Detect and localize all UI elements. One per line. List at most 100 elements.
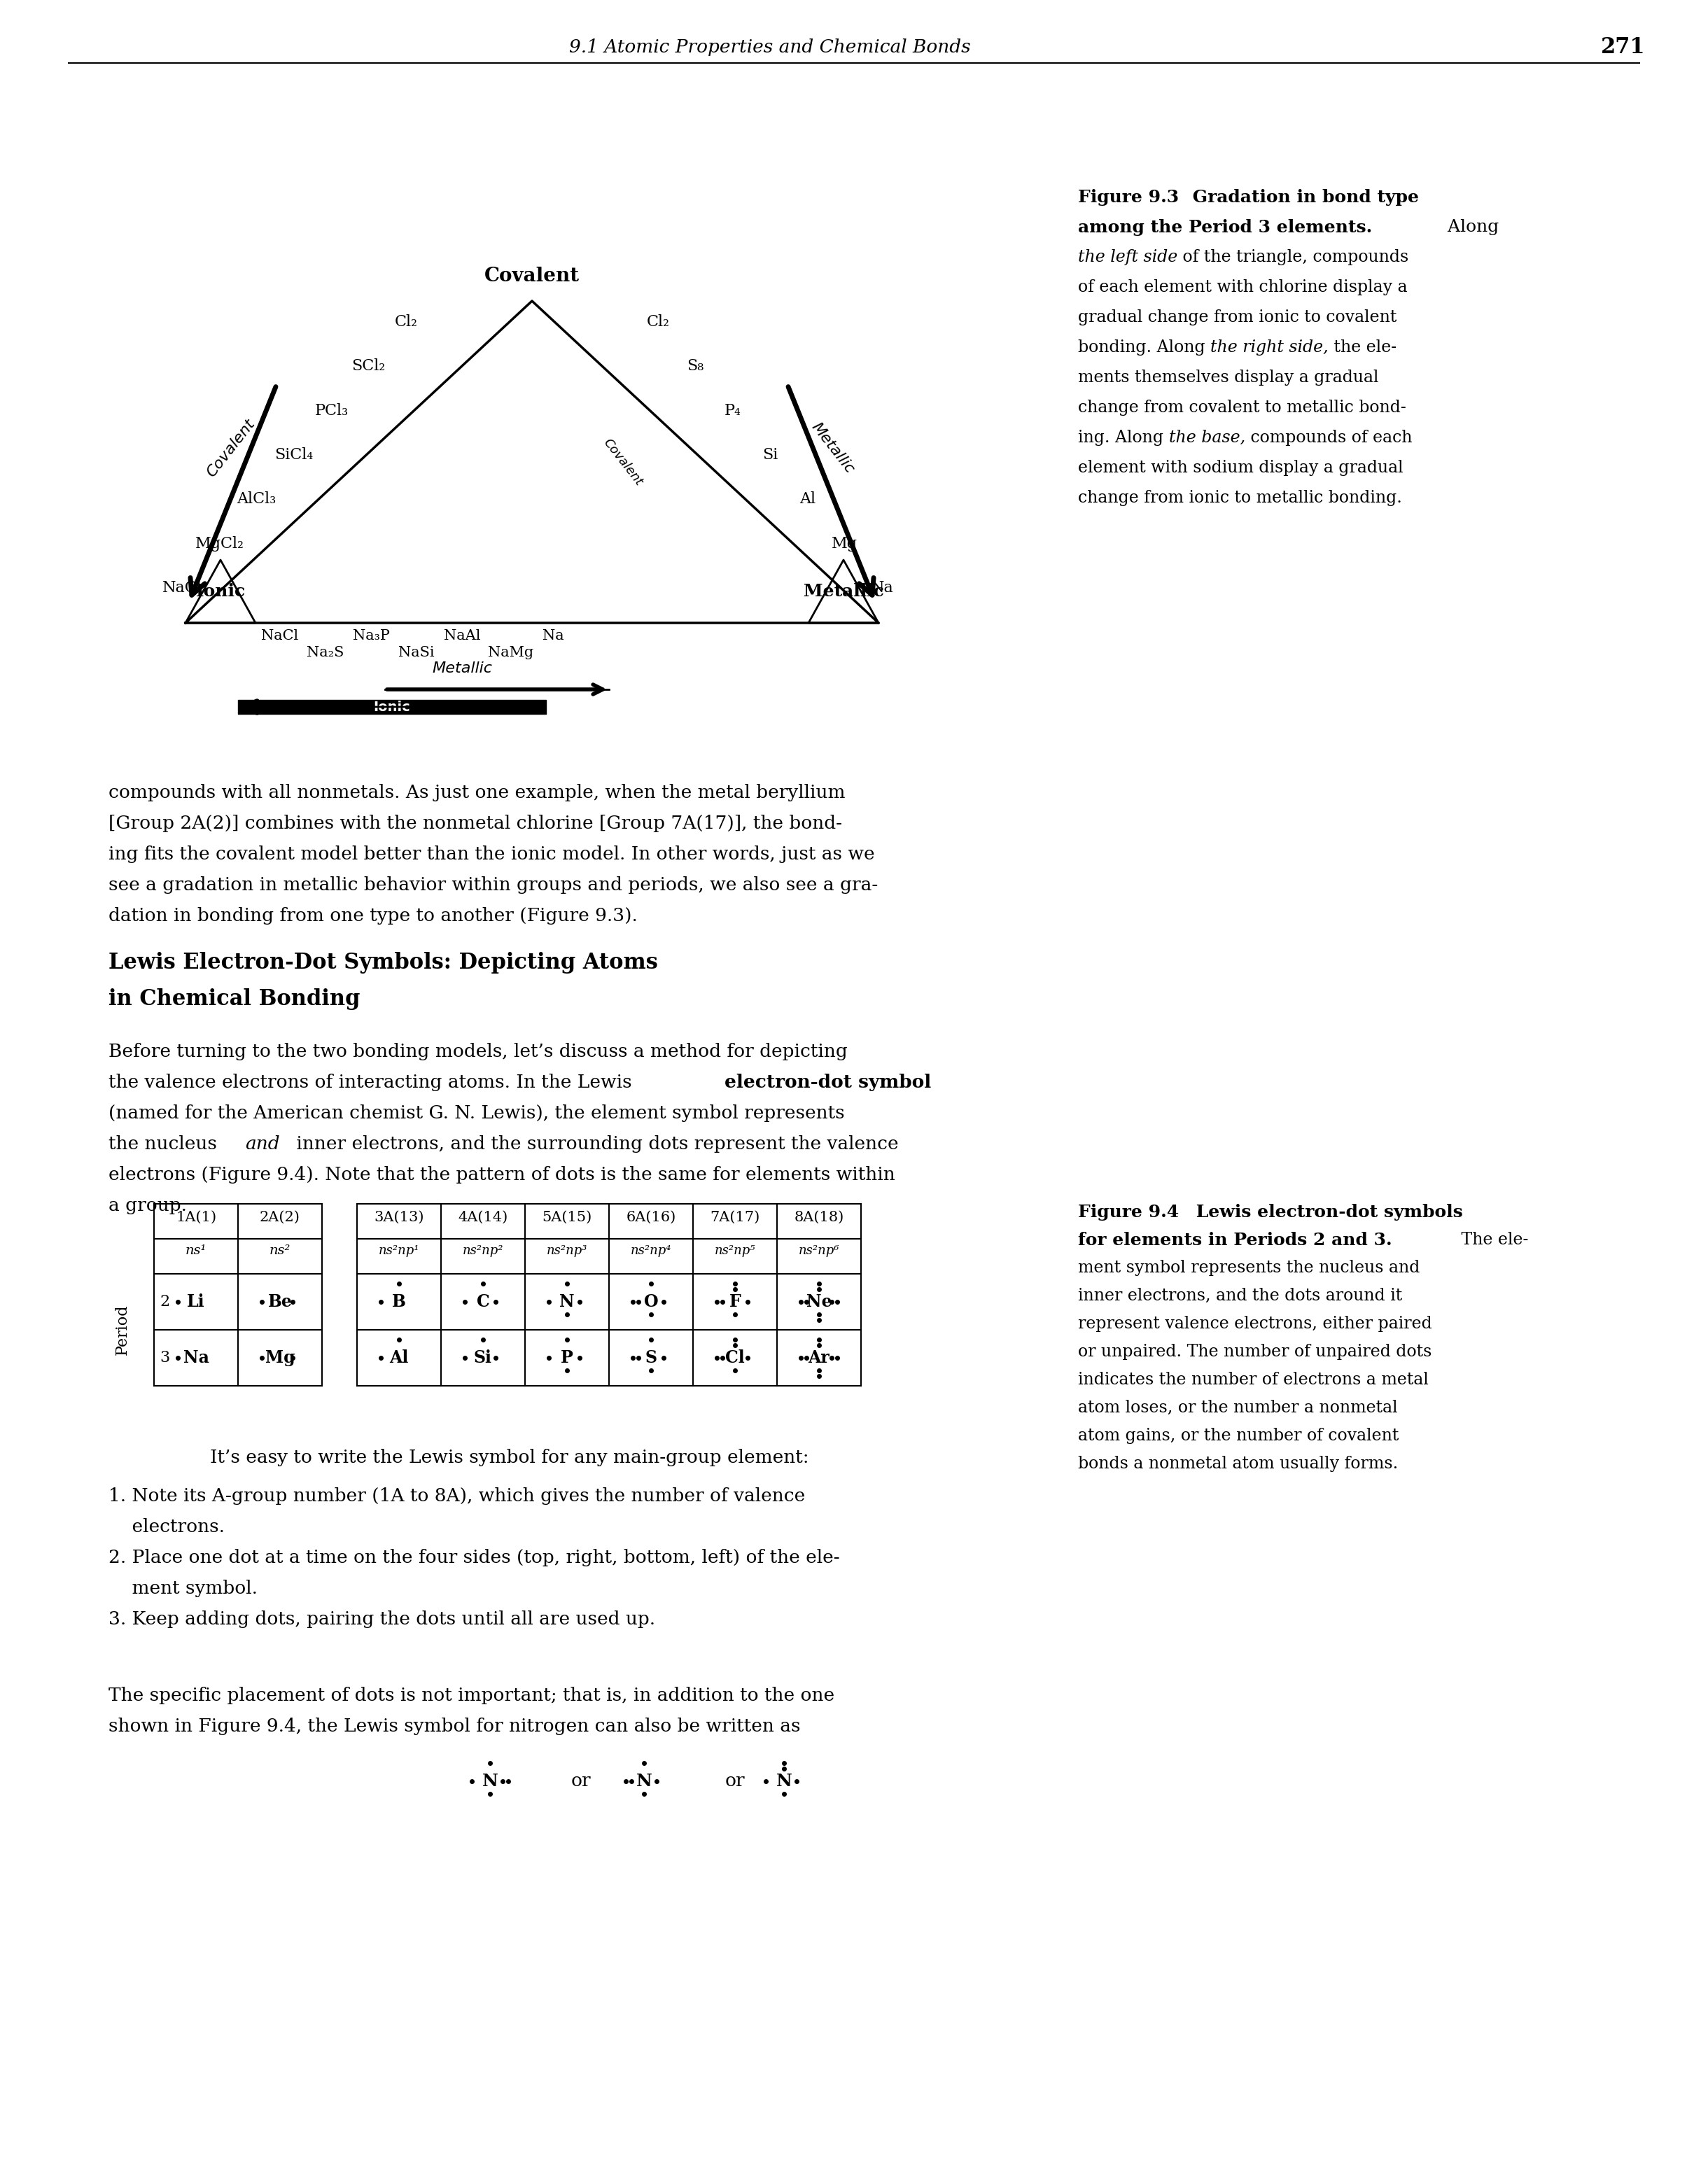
Text: a group.: a group.: [109, 1197, 186, 1214]
Text: P₄: P₄: [724, 403, 741, 418]
Text: the right side,: the right side,: [1211, 339, 1329, 355]
Text: 2: 2: [159, 1295, 169, 1310]
Text: 1. Note its A-group number (1A to 8A), which gives the number of valence: 1. Note its A-group number (1A to 8A), w…: [109, 1486, 804, 1506]
Text: 271: 271: [1600, 37, 1645, 59]
Text: Be: Be: [268, 1293, 292, 1310]
Text: 9.1 Atomic Properties and Chemical Bonds: 9.1 Atomic Properties and Chemical Bonds: [569, 39, 970, 57]
Text: Cl₂: Cl₂: [395, 313, 417, 329]
Text: indicates the number of electrons a metal: indicates the number of electrons a meta…: [1078, 1371, 1428, 1388]
Text: Covalent: Covalent: [205, 416, 258, 479]
Text: The ele-: The ele-: [1455, 1232, 1529, 1247]
Text: ment symbol represents the nucleus and: ment symbol represents the nucleus and: [1078, 1260, 1419, 1275]
Text: The specific placement of dots is not important; that is, in addition to the one: The specific placement of dots is not im…: [109, 1686, 835, 1704]
Text: electrons.: electrons.: [109, 1519, 225, 1536]
Text: PCl₃: PCl₃: [314, 403, 348, 418]
Text: 1A(1): 1A(1): [176, 1210, 217, 1225]
Text: N: N: [482, 1773, 499, 1789]
Text: 3. Keep adding dots, pairing the dots until all are used up.: 3. Keep adding dots, pairing the dots un…: [109, 1610, 656, 1628]
Text: change from covalent to metallic bond-: change from covalent to metallic bond-: [1078, 400, 1406, 416]
Text: 6A(16): 6A(16): [627, 1210, 676, 1225]
Text: C: C: [477, 1293, 490, 1310]
Text: Si: Si: [762, 448, 777, 463]
Text: MgCl₂: MgCl₂: [195, 535, 244, 551]
Text: or unpaired. The number of unpaired dots: or unpaired. The number of unpaired dots: [1078, 1345, 1431, 1360]
Text: gradual change from ionic to covalent: gradual change from ionic to covalent: [1078, 309, 1397, 326]
Text: SiCl₄: SiCl₄: [275, 448, 313, 463]
Text: N: N: [635, 1773, 652, 1789]
Text: Covalent: Covalent: [601, 435, 646, 487]
Text: Figure 9.4: Figure 9.4: [1078, 1203, 1179, 1221]
Text: dation in bonding from one type to another (Figure 9.3).: dation in bonding from one type to anoth…: [109, 907, 637, 925]
Text: NaMg: NaMg: [488, 646, 535, 659]
Text: NaCl: NaCl: [162, 581, 202, 596]
Text: 5A(15): 5A(15): [541, 1210, 593, 1225]
Text: atom loses, or the number a nonmetal: atom loses, or the number a nonmetal: [1078, 1399, 1397, 1417]
Text: Metallic: Metallic: [803, 583, 883, 601]
Text: Na: Na: [871, 581, 893, 596]
Text: the ele-: the ele-: [1329, 339, 1397, 355]
Text: compounds of each: compounds of each: [1245, 429, 1413, 446]
Text: F: F: [729, 1293, 741, 1310]
Text: among the Period 3 elements.: among the Period 3 elements.: [1078, 220, 1372, 235]
Text: Gradation in bond type: Gradation in bond type: [1187, 189, 1419, 207]
Text: Al: Al: [799, 492, 815, 507]
Text: see a gradation in metallic behavior within groups and periods, we also see a gr: see a gradation in metallic behavior wit…: [109, 877, 878, 894]
Text: P: P: [560, 1349, 574, 1367]
Text: Lewis Electron-Dot Symbols: Depicting Atoms: Lewis Electron-Dot Symbols: Depicting At…: [109, 951, 658, 973]
Text: Mg: Mg: [832, 535, 857, 551]
Text: bonds a nonmetal atom usually forms.: bonds a nonmetal atom usually forms.: [1078, 1456, 1399, 1471]
Text: N: N: [560, 1293, 574, 1310]
Text: or: or: [570, 1773, 591, 1791]
Text: ment symbol.: ment symbol.: [109, 1580, 258, 1597]
Text: ns²np⁴: ns²np⁴: [630, 1245, 671, 1258]
Text: Ne: Ne: [806, 1293, 832, 1310]
Text: Na: Na: [183, 1349, 208, 1367]
Text: 3A(13): 3A(13): [374, 1210, 424, 1225]
Text: ns²np²: ns²np²: [463, 1245, 504, 1258]
Text: 2A(2): 2A(2): [260, 1210, 301, 1225]
Text: and: and: [244, 1136, 280, 1153]
Text: S₈: S₈: [687, 359, 704, 374]
Text: ns²np⁶: ns²np⁶: [799, 1245, 839, 1258]
Text: element with sodium display a gradual: element with sodium display a gradual: [1078, 459, 1404, 477]
Text: N: N: [775, 1773, 793, 1789]
Text: ns²np⁵: ns²np⁵: [714, 1245, 755, 1258]
Text: Mg: Mg: [265, 1349, 295, 1367]
Text: ing. Along: ing. Along: [1078, 429, 1168, 446]
Text: the nucleus: the nucleus: [109, 1136, 222, 1153]
Text: for elements in Periods 2 and 3.: for elements in Periods 2 and 3.: [1078, 1232, 1392, 1249]
Text: ments themselves display a gradual: ments themselves display a gradual: [1078, 370, 1378, 385]
Text: Covalent: Covalent: [485, 268, 579, 285]
Text: 2. Place one dot at a time on the four sides (top, right, bottom, left) of the e: 2. Place one dot at a time on the four s…: [109, 1549, 840, 1567]
Text: change from ionic to metallic bonding.: change from ionic to metallic bonding.: [1078, 490, 1402, 507]
Text: (named for the American chemist G. N. Lewis), the element symbol represents: (named for the American chemist G. N. Le…: [109, 1105, 845, 1123]
Text: inner electrons, and the surrounding dots represent the valence: inner electrons, and the surrounding dot…: [290, 1136, 898, 1153]
Text: S: S: [646, 1349, 658, 1367]
Text: shown in Figure 9.4, the Lewis symbol for nitrogen can also be written as: shown in Figure 9.4, the Lewis symbol fo…: [109, 1717, 801, 1734]
Text: ing fits the covalent model better than the ionic model. In other words, just as: ing fits the covalent model better than …: [109, 846, 874, 864]
Text: Na: Na: [541, 629, 564, 642]
Text: Ar: Ar: [808, 1349, 830, 1367]
Text: AlCl₃: AlCl₃: [237, 492, 277, 507]
Text: Cl: Cl: [726, 1349, 745, 1367]
Text: ns²np¹: ns²np¹: [379, 1245, 420, 1258]
Text: It’s easy to write the Lewis symbol for any main-group element:: It’s easy to write the Lewis symbol for …: [210, 1449, 810, 1467]
Text: 8A(18): 8A(18): [794, 1210, 844, 1225]
Text: NaCl: NaCl: [261, 629, 299, 642]
Text: Metallic: Metallic: [810, 420, 857, 477]
Text: the base,: the base,: [1168, 429, 1245, 446]
Text: bonding. Along: bonding. Along: [1078, 339, 1211, 355]
Text: ns²np³: ns²np³: [547, 1245, 588, 1258]
Text: 3: 3: [159, 1349, 169, 1367]
Text: electron-dot symbol: electron-dot symbol: [724, 1073, 931, 1090]
Text: of each element with chlorine display a: of each element with chlorine display a: [1078, 279, 1407, 296]
Text: NaAl: NaAl: [444, 629, 480, 642]
Text: Al: Al: [389, 1349, 408, 1367]
Text: in Chemical Bonding: in Chemical Bonding: [109, 988, 360, 1010]
Text: Si: Si: [473, 1349, 492, 1367]
Text: Lewis electron-dot symbols: Lewis electron-dot symbols: [1190, 1203, 1462, 1221]
Text: Na₃P: Na₃P: [352, 629, 389, 642]
Text: ns²: ns²: [270, 1245, 290, 1258]
Text: inner electrons, and the dots around it: inner electrons, and the dots around it: [1078, 1288, 1402, 1303]
Text: atom gains, or the number of covalent: atom gains, or the number of covalent: [1078, 1427, 1399, 1445]
